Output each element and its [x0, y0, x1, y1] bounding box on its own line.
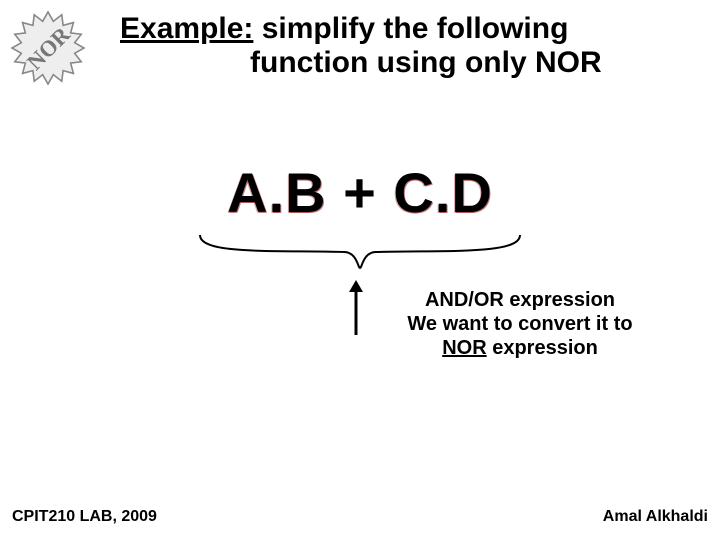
up-arrow-icon	[346, 280, 366, 335]
footer-left: CPIT210 LAB, 2009	[12, 508, 157, 526]
footer-right: Amal Alkhaldi	[603, 508, 708, 526]
title-line1: Example: simplify the following	[120, 12, 680, 46]
nor-badge: NOR	[8, 8, 88, 88]
annotation-line3-post: expression	[487, 337, 598, 359]
term-ab: A.B	[227, 161, 326, 224]
title-block: Example: simplify the following function…	[120, 12, 680, 80]
title-line2: function using only NOR	[120, 46, 680, 80]
annotation-text: AND/OR expression We want to convert it …	[370, 288, 670, 360]
slide: NOR Example: simplify the following func…	[0, 0, 720, 540]
annotation-line1: AND/OR expression	[370, 288, 670, 312]
title-line1-rest: simplify the following	[253, 12, 568, 45]
boolean-expression: A.B + C.D	[0, 160, 720, 225]
annotation-line3: NOR expression	[370, 336, 670, 360]
annotation-line2: We want to convert it to	[370, 312, 670, 336]
example-label: Example:	[120, 12, 253, 45]
operator-plus: +	[327, 161, 394, 224]
annotation-nor-word: NOR	[442, 337, 486, 359]
term-cd: C.D	[393, 161, 492, 224]
underbrace	[195, 230, 525, 280]
